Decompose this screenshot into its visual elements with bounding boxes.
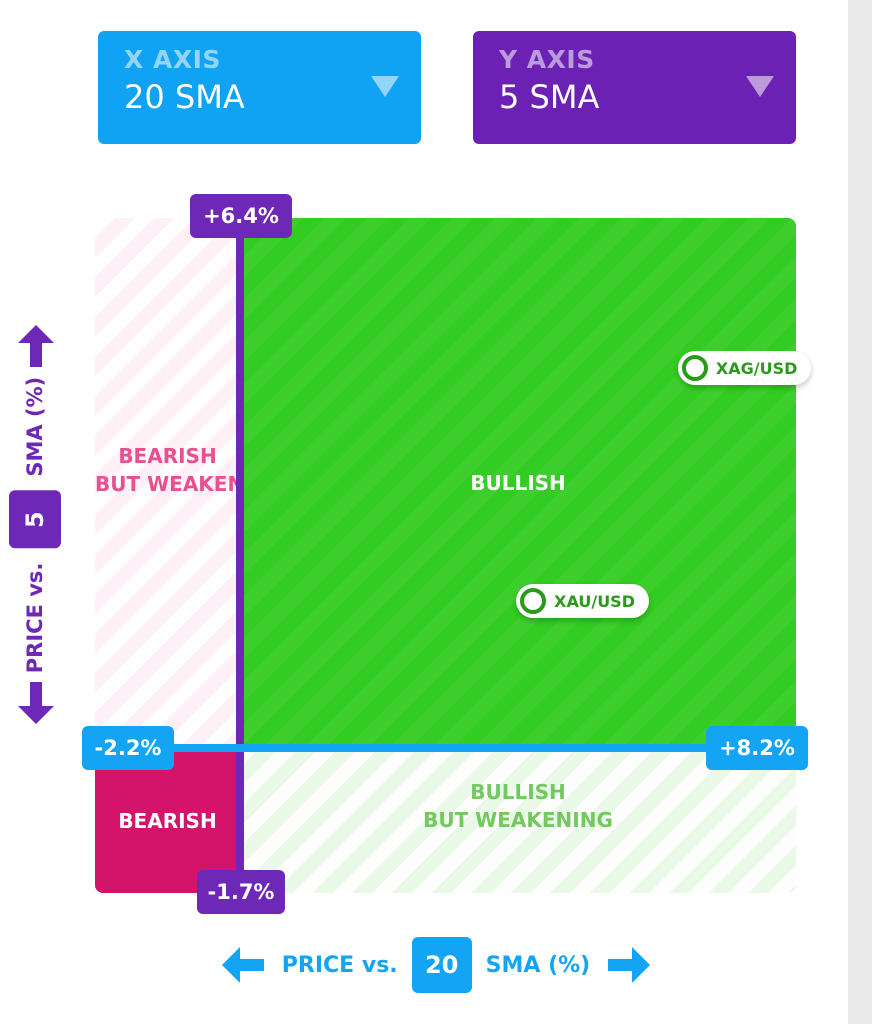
- quadrant-label-bullish: BULLISH: [470, 471, 566, 495]
- arrow-right-icon: [608, 947, 651, 983]
- quadrant-bearish: [95, 748, 240, 893]
- data-point-xau-usd[interactable]: XAU/USD: [516, 584, 649, 619]
- x-axis-title: PRICE vs. 20 SMA (%): [0, 937, 872, 993]
- data-point-label: XAG/USD: [715, 358, 798, 378]
- y-axis-dropdown-value: 5 SMA: [499, 78, 600, 116]
- y-axis-line: [236, 218, 244, 893]
- x-axis-max-label: +8.2%: [706, 726, 808, 770]
- data-point-dot: [520, 588, 547, 615]
- quadrant-bullish-weakening: [240, 748, 796, 893]
- arrow-down-icon: [18, 682, 54, 724]
- data-point-dot: [681, 355, 708, 381]
- caret-down-icon: [746, 76, 774, 97]
- x-axis-line: [95, 744, 798, 752]
- x-axis-min-label: -2.2%: [82, 726, 174, 770]
- quadrant-bearish-weakening: [95, 218, 240, 748]
- quadrant-label-bullish-weakening: BULLISH BUT WEAKENING: [423, 780, 613, 832]
- caret-down-icon: [371, 76, 399, 97]
- quadrant-label-bearish-weakening: BEARISH BUT WEAKENING: [95, 444, 240, 496]
- y-axis-period-badge: 5: [9, 490, 61, 549]
- y-axis-max-label: +6.4%: [190, 194, 292, 238]
- data-point-xag-usd[interactable]: XAG/USD: [677, 351, 812, 385]
- arrow-left-icon: [221, 947, 264, 983]
- x-axis-title-prefix: PRICE vs.: [281, 952, 398, 978]
- x-axis-dropdown-value: 20 SMA: [124, 78, 245, 116]
- y-axis-dropdown[interactable]: Y AXIS 5 SMA: [473, 31, 796, 144]
- x-axis-dropdown[interactable]: X AXIS 20 SMA: [98, 31, 421, 144]
- y-axis-min-label: -1.7%: [197, 870, 285, 914]
- quadrant-bullish: [240, 218, 796, 748]
- quadrant-label-bearish: BEARISH: [118, 809, 217, 833]
- y-axis-dropdown-label: Y AXIS: [499, 45, 595, 74]
- arrow-up-icon: [18, 325, 54, 367]
- y-axis-title-suffix: SMA (%): [23, 376, 47, 477]
- x-axis-period-badge: 20: [411, 937, 472, 993]
- y-axis-title-prefix: PRICE vs.: [23, 562, 47, 674]
- scrollbar[interactable]: [848, 0, 872, 1024]
- x-axis-dropdown-label: X AXIS: [124, 45, 221, 74]
- x-axis-title-suffix: SMA (%): [485, 952, 591, 978]
- data-point-label: XAU/USD: [554, 591, 635, 611]
